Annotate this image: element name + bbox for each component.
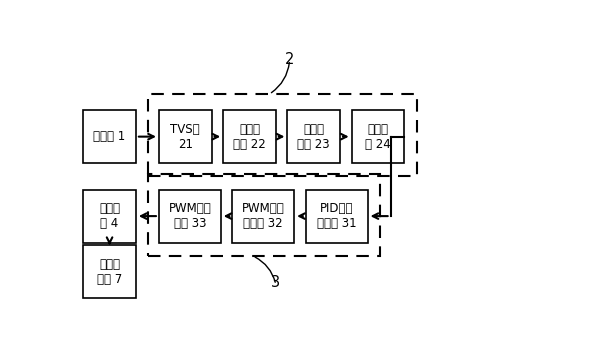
FancyBboxPatch shape bbox=[352, 110, 404, 163]
FancyBboxPatch shape bbox=[159, 190, 221, 243]
FancyBboxPatch shape bbox=[223, 110, 276, 163]
FancyBboxPatch shape bbox=[83, 245, 136, 298]
Text: 2: 2 bbox=[285, 52, 294, 67]
FancyBboxPatch shape bbox=[83, 190, 136, 243]
Text: 驱动变
压器 7: 驱动变 压器 7 bbox=[97, 258, 122, 286]
FancyBboxPatch shape bbox=[83, 110, 136, 163]
FancyBboxPatch shape bbox=[287, 110, 340, 163]
Text: 3: 3 bbox=[271, 275, 281, 290]
Text: PID控制
算法器 31: PID控制 算法器 31 bbox=[317, 202, 356, 230]
Text: 编码器 1: 编码器 1 bbox=[94, 130, 126, 143]
FancyBboxPatch shape bbox=[159, 110, 212, 163]
Text: PWM控制
寄存器 32: PWM控制 寄存器 32 bbox=[242, 202, 285, 230]
Text: 取样电
阻 24: 取样电 阻 24 bbox=[365, 123, 391, 151]
FancyBboxPatch shape bbox=[232, 190, 294, 243]
Text: 放大电
路 4: 放大电 路 4 bbox=[99, 202, 120, 230]
FancyBboxPatch shape bbox=[305, 190, 368, 243]
Text: PWM输出
端口 33: PWM输出 端口 33 bbox=[169, 202, 211, 230]
Text: TVS管
21: TVS管 21 bbox=[170, 123, 200, 151]
Text: 全桥整
流器 23: 全桥整 流器 23 bbox=[297, 123, 330, 151]
Text: 电流互
感器 22: 电流互 感器 22 bbox=[233, 123, 266, 151]
